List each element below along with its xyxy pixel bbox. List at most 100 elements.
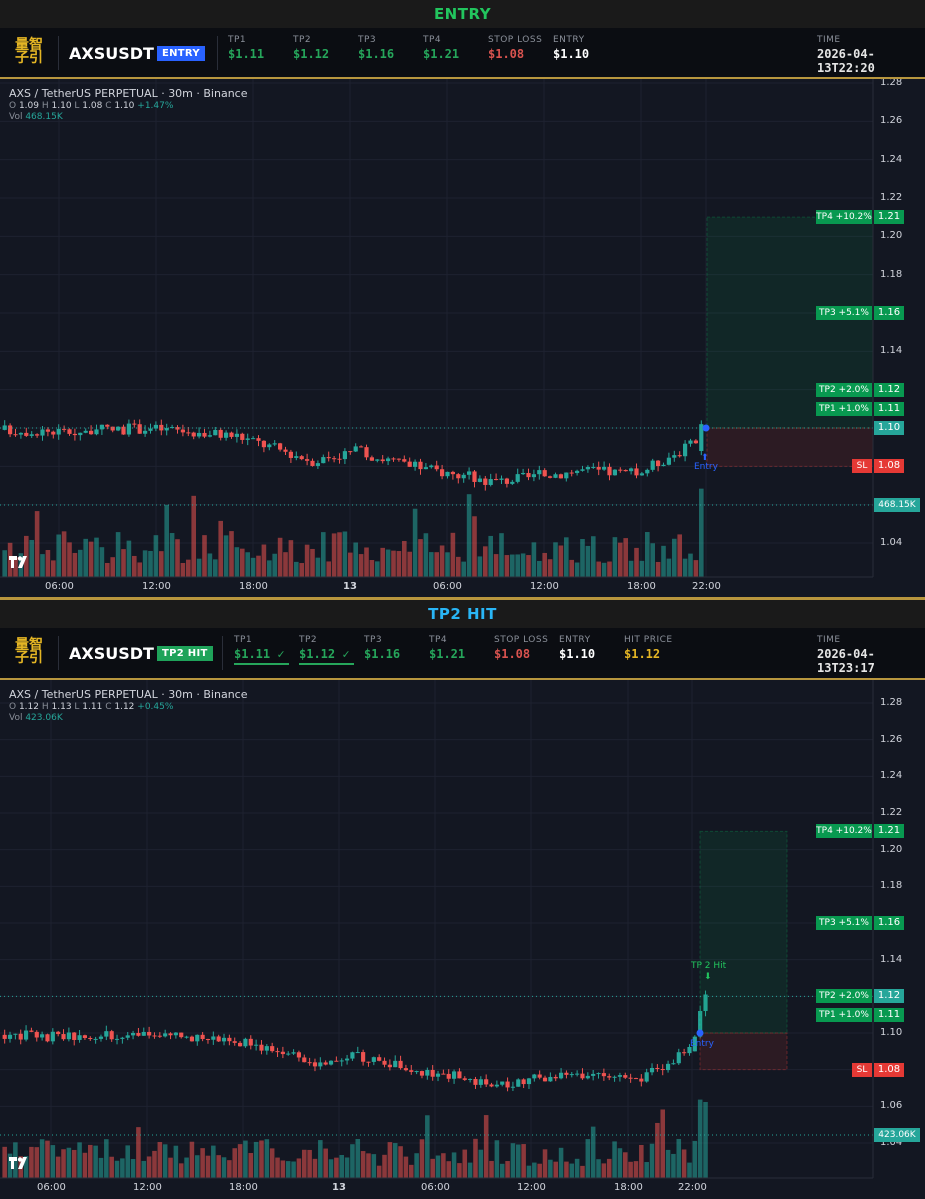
tp2-hit-arrow-icon: ⬇: [704, 972, 712, 982]
sl-price-tag: 1.08: [874, 459, 904, 474]
x-tick-label: 06:00: [45, 581, 74, 592]
y-tick-label: 1.26: [880, 115, 903, 127]
field-value-entry: $1.10: [559, 647, 596, 661]
volume-legend: Vol 468.15K: [9, 112, 63, 122]
x-tick-label: 12:00: [530, 581, 559, 592]
x-tick-label: 22:00: [692, 581, 721, 592]
header-divider: [0, 678, 925, 680]
field-value-stop-loss: $1.08: [494, 647, 531, 661]
divider: [58, 636, 59, 670]
x-tick-label: 06:00: [421, 1182, 450, 1193]
field-label-tp4: TP4: [429, 635, 448, 645]
chart-title: AXS / TetherUS PERPETUAL · 30m · Binance: [9, 688, 248, 701]
tp-label-tag: TP4 +10.2%: [816, 824, 872, 839]
time-label: TIME: [817, 35, 841, 45]
y-tick-label: 1.14: [880, 953, 903, 965]
tradingview-logo-icon: [9, 1156, 31, 1170]
panel-2-banner: TP2 HIT: [0, 600, 925, 628]
entry-marker-label: Entry: [694, 462, 718, 472]
field-label-tp2: TP2: [293, 35, 312, 45]
take-profit-zone: [699, 830, 788, 1034]
panel-2-chart[interactable]: AXS / TetherUS PERPETUAL · 30m · Binance…: [0, 680, 925, 1199]
x-tick-label: 22:00: [678, 1182, 707, 1193]
x-tick-label: 12:00: [133, 1182, 162, 1193]
tp-price-tag: 1.11: [874, 1007, 904, 1022]
y-tick-label: 1.10: [880, 1027, 903, 1038]
sl-label-tag: SL: [852, 459, 872, 474]
divider: [58, 36, 59, 70]
volume-legend: Vol 423.06K: [9, 713, 63, 723]
field-value-tp2: $1.12: [293, 47, 330, 61]
tp2-hit-marker-label: TP 2 Hit: [691, 961, 727, 971]
candlestick-chart[interactable]: [0, 680, 925, 1199]
banner-text: TP2 HIT: [428, 605, 497, 623]
entry-dot: [702, 424, 710, 432]
volume-tag: 423.06K: [874, 1128, 920, 1142]
time-label: TIME: [817, 635, 841, 645]
field-value-tp3: $1.16: [358, 47, 395, 61]
candles: [2, 990, 708, 1092]
field-value-tp2: $1.12 ✓: [299, 647, 350, 661]
stop-loss-zone: [699, 1032, 788, 1071]
x-tick-label: 18:00: [627, 581, 656, 592]
y-tick-label: 1.22: [880, 807, 903, 818]
x-tick-label: 06:00: [433, 581, 462, 592]
tp-price-tag: 1.16: [874, 306, 904, 320]
field-value-stop-loss: $1.08: [488, 47, 525, 61]
stop-loss-zone: [706, 427, 874, 467]
field-label-tp1: TP1: [234, 635, 253, 645]
panel-divider: [0, 597, 925, 600]
tp-label-tag: TP4 +10.2%: [816, 210, 872, 225]
sl-label-tag: SL: [852, 1062, 872, 1077]
status-badge: TP2 HIT: [157, 646, 213, 661]
panel-2-header: 量智 子引 AXSUSDT TP2 HIT TP1 $1.11 ✓ TP2 $1.12 ✓ TP…: [0, 628, 925, 678]
tp-label-tag: TP2 +2.0%: [816, 989, 872, 1004]
symbol-name: AXSUSDT: [69, 644, 154, 663]
x-tick-label: 13: [343, 581, 357, 592]
candles: [2, 419, 704, 491]
field-label-entry: ENTRY: [553, 35, 585, 45]
tp-price-tag: 1.16: [874, 916, 904, 930]
time-value: 2026-04-13T22:20: [817, 47, 875, 75]
last-price-tag: 1.10: [874, 421, 904, 435]
x-tick-label: 06:00: [37, 1182, 66, 1193]
field-value-hit-price: $1.12: [624, 647, 661, 661]
y-tick-label: 1.20: [880, 843, 903, 855]
last-price-tag: 1.12: [874, 989, 904, 1004]
tp-price-tag: 1.21: [874, 210, 904, 225]
field-value-tp3: $1.16: [364, 647, 401, 661]
tp-price-tag: 1.12: [874, 382, 904, 397]
y-tick-label: 1.04: [880, 1137, 903, 1148]
field-label-entry: ENTRY: [559, 635, 591, 645]
y-tick-label: 1.04: [880, 537, 903, 548]
tp-price-tag: 1.11: [874, 401, 904, 416]
status-badge: ENTRY: [157, 46, 205, 61]
volume-bars: [2, 1099, 708, 1178]
y-tick-label: 1.24: [880, 770, 903, 782]
x-tick-label: 18:00: [239, 581, 268, 592]
y-tick-label: 1.26: [880, 733, 903, 745]
y-tick-label: 1.28: [880, 697, 903, 708]
tp-label-tag: TP1 +1.0%: [816, 401, 872, 416]
volume-tag: 468.15K: [874, 498, 920, 512]
y-tick-label: 1.24: [880, 153, 903, 165]
field-label-stop-loss: STOP LOSS: [488, 35, 543, 45]
x-tick-label: 13: [332, 1182, 346, 1193]
field-value-entry: $1.10: [553, 47, 590, 61]
tp-label-tag: TP3 +5.1%: [816, 916, 872, 930]
banner-text: ENTRY: [433, 5, 492, 23]
ohlc-legend: O 1.09 H 1.10 L 1.08 C 1.10 +1.47%: [9, 101, 174, 111]
field-label-tp2: TP2: [299, 635, 318, 645]
volume-bars: [2, 488, 704, 577]
candlestick-chart[interactable]: [0, 79, 925, 597]
tp-label-tag: TP3 +5.1%: [816, 306, 872, 320]
divider: [217, 36, 218, 70]
time-value: 2026-04-13T23:17: [817, 647, 875, 675]
brand-logo-icon: 量智 子引: [15, 37, 43, 66]
x-tick-label: 12:00: [517, 1182, 546, 1193]
field-label-stop-loss: STOP LOSS: [494, 635, 549, 645]
tp-label-tag: TP2 +2.0%: [816, 382, 872, 397]
panel-1-chart[interactable]: AXS / TetherUS PERPETUAL · 30m · Binance…: [0, 79, 925, 597]
x-tick-label: 12:00: [142, 581, 171, 592]
entry-dot: [696, 1029, 704, 1037]
